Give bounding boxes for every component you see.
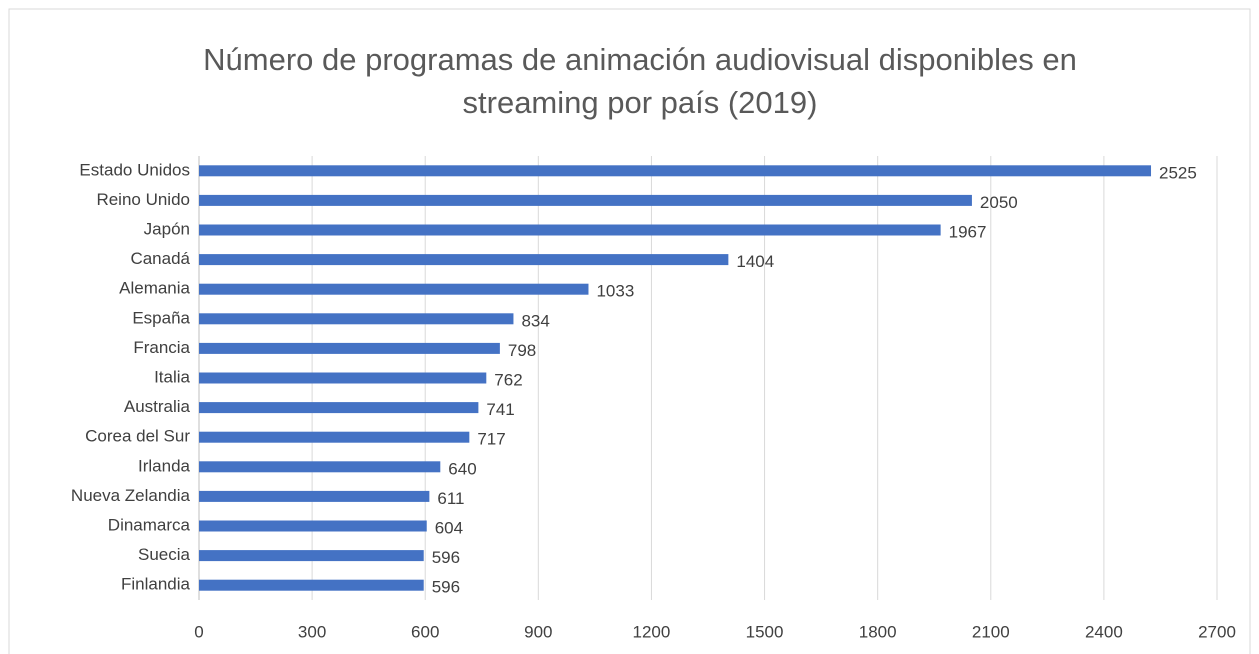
data-label: 604 bbox=[435, 518, 463, 537]
x-tick-label: 2700 bbox=[1198, 622, 1236, 641]
x-tick-label: 1200 bbox=[633, 622, 671, 641]
bar bbox=[199, 461, 441, 473]
x-tick-label: 1800 bbox=[859, 622, 897, 641]
data-label: 2525 bbox=[1159, 163, 1197, 182]
y-tick-label: Dinamarca bbox=[108, 515, 191, 534]
y-tick-label: Suecia bbox=[138, 545, 191, 564]
x-tick-label: 600 bbox=[411, 622, 439, 641]
y-tick-label: Japón bbox=[144, 219, 190, 238]
y-tick-label: Reino Unido bbox=[96, 190, 190, 209]
data-label: 762 bbox=[494, 370, 522, 389]
data-label: 596 bbox=[432, 578, 460, 597]
data-label: 596 bbox=[432, 548, 460, 567]
y-tick-label: Italia bbox=[154, 367, 190, 386]
data-label: 834 bbox=[521, 311, 549, 330]
chart-title: Número de programas de animación audiovi… bbox=[203, 42, 1077, 77]
data-label: 798 bbox=[508, 341, 536, 360]
y-tick-label: Canadá bbox=[130, 249, 190, 268]
y-tick-label: Nueva Zelandia bbox=[71, 486, 191, 505]
y-tick-label: Estado Unidos bbox=[79, 160, 190, 179]
bar bbox=[199, 372, 487, 384]
x-tick-label: 0 bbox=[194, 622, 203, 641]
y-tick-label: España bbox=[132, 308, 190, 327]
y-tick-label: Francia bbox=[133, 338, 190, 357]
data-label: 1033 bbox=[596, 282, 634, 301]
bar bbox=[199, 550, 424, 562]
y-tick-label: Alemania bbox=[119, 279, 190, 298]
bar bbox=[199, 342, 500, 354]
chart-title: streaming por país (2019) bbox=[463, 85, 818, 120]
bar bbox=[199, 490, 430, 502]
bar bbox=[199, 402, 479, 414]
bar bbox=[199, 579, 424, 591]
x-tick-label: 2100 bbox=[972, 622, 1010, 641]
data-label: 717 bbox=[477, 430, 505, 449]
bar bbox=[199, 254, 729, 266]
y-tick-label: Irlanda bbox=[138, 456, 191, 475]
y-tick-label: Australia bbox=[124, 397, 191, 416]
bar bbox=[199, 165, 1152, 177]
bar bbox=[199, 313, 514, 325]
x-tick-label: 300 bbox=[298, 622, 326, 641]
chart-frame bbox=[8, 8, 1251, 654]
y-tick-label: Corea del Sur bbox=[85, 427, 190, 446]
x-tick-label: 1500 bbox=[746, 622, 784, 641]
bar bbox=[199, 283, 589, 295]
data-label: 640 bbox=[448, 459, 476, 478]
data-label: 741 bbox=[486, 400, 514, 419]
data-label: 611 bbox=[437, 489, 464, 508]
x-tick-label: 2400 bbox=[1085, 622, 1123, 641]
bar bbox=[199, 431, 470, 443]
y-tick-label: Finlandia bbox=[121, 575, 191, 594]
x-tick-label: 900 bbox=[524, 622, 552, 641]
bar bbox=[199, 520, 427, 532]
bar bbox=[199, 224, 941, 236]
data-label: 1967 bbox=[949, 222, 987, 241]
data-label: 1404 bbox=[736, 252, 774, 271]
data-label: 2050 bbox=[980, 193, 1018, 212]
bar bbox=[199, 194, 972, 206]
